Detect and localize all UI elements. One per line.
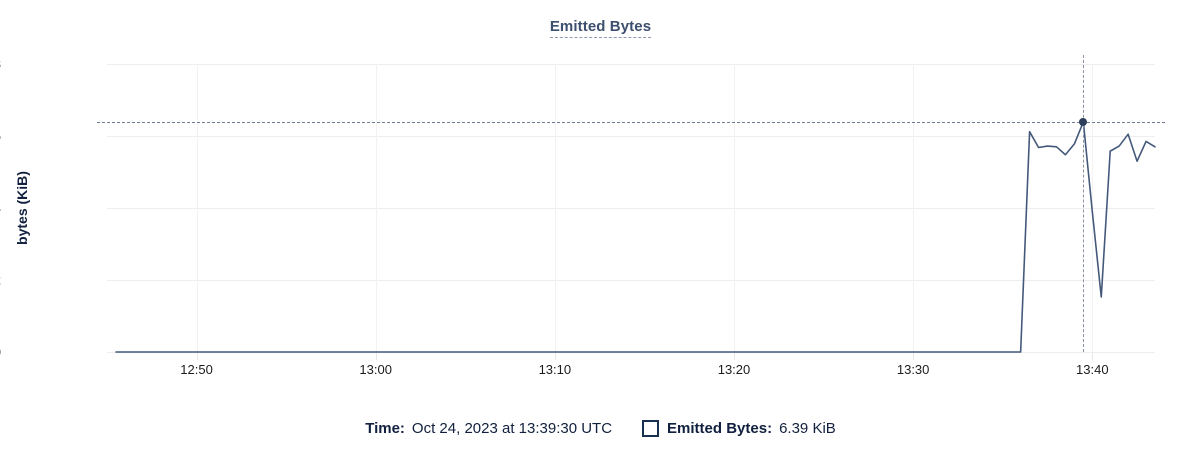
chart-title-text: Emitted Bytes <box>549 18 652 38</box>
x-tick-label: 13:30 <box>896 362 930 377</box>
gridline-horizontal <box>107 136 1155 137</box>
x-tick-mark <box>554 352 556 360</box>
gridline-horizontal <box>107 280 1155 281</box>
gridline-horizontal <box>107 208 1155 209</box>
chart-footer: Time: Oct 24, 2023 at 13:39:30 UTC Emitt… <box>0 420 1201 437</box>
y-tick-label: 6 <box>0 129 1 144</box>
gridline-vertical <box>734 64 735 352</box>
x-tick-label: 13:20 <box>717 362 751 377</box>
footer-series-label: Emitted Bytes: <box>667 420 773 437</box>
y-axis-label: bytes (KiB) <box>14 171 30 245</box>
gridline-vertical <box>375 64 377 352</box>
gridline-vertical <box>1092 64 1094 352</box>
y-tick-label: 0 <box>0 345 1 360</box>
hover-data-point[interactable] <box>1079 117 1088 126</box>
x-tick-label: 13:40 <box>1076 362 1109 377</box>
footer-time-label: Time: <box>365 420 405 437</box>
series-line-emitted-bytes <box>115 121 1156 353</box>
y-tick-label: 2 <box>0 273 1 288</box>
plot-area: 0 2 4 6 8 12:50 13:00 13:10 13:20 13:30 13:40 <box>0 55 1165 377</box>
footer-series-group[interactable]: Emitted Bytes: 6.39 KiB <box>642 420 836 437</box>
x-tick-label: 13:10 <box>538 362 572 377</box>
gridline-vertical <box>554 64 556 352</box>
footer-series-value: 6.39 KiB <box>779 420 836 437</box>
x-tick-mark <box>196 352 198 360</box>
legend-square-icon[interactable] <box>642 420 660 437</box>
chart-title: Emitted Bytes <box>0 18 1201 38</box>
x-tick-label: 13:00 <box>359 362 392 377</box>
gridline-vertical <box>196 64 198 352</box>
x-tick-mark <box>375 352 377 360</box>
x-tick-label: 12:50 <box>180 362 213 377</box>
crosshair-horizontal-line <box>97 121 1165 123</box>
y-tick-label: 4 <box>0 201 1 216</box>
crosshair-vertical-line <box>1083 55 1085 352</box>
x-tick-mark <box>1092 352 1094 360</box>
x-tick-mark <box>913 352 915 360</box>
x-tick-mark <box>734 352 735 360</box>
footer-time-group: Time: Oct 24, 2023 at 13:39:30 UTC <box>365 420 612 437</box>
gridline-vertical <box>913 64 915 352</box>
footer-time-value: Oct 24, 2023 at 13:39:30 UTC <box>411 420 613 437</box>
gridline-horizontal <box>107 64 1155 65</box>
y-tick-label: 8 <box>0 57 1 72</box>
